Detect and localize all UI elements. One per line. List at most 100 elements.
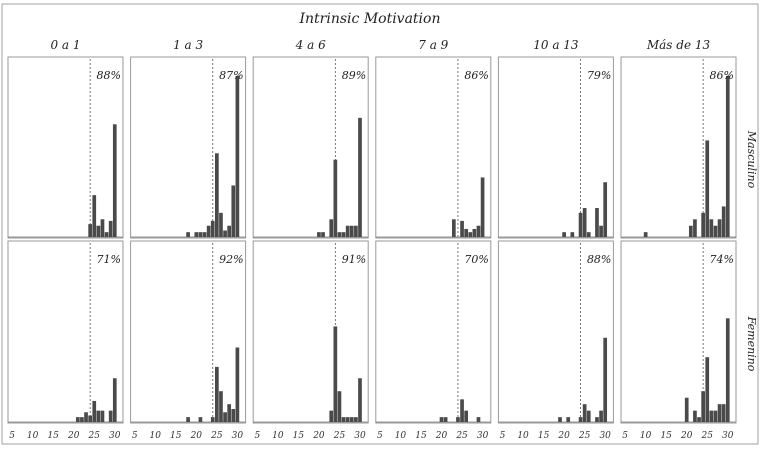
x-tick-label: 20 [312,431,325,441]
x-tick-label: 15 [538,431,550,441]
panel: 71% [7,240,124,424]
percent-label: 86% [710,69,734,82]
x-tick-label: 30 [354,431,366,441]
histogram-bar [84,412,88,422]
histogram-bar [210,220,215,237]
percent-label: 89% [342,69,366,82]
panel: 86% [375,56,492,239]
x-tick-label: 25 [455,431,468,441]
histogram-bar [231,185,236,237]
histogram-bar [443,417,448,422]
histogram-bar [223,230,227,237]
histogram-bar [235,76,240,237]
panel: 91% [252,240,369,424]
histogram-bar [709,219,714,237]
histogram-bar [198,232,203,237]
histogram-bar [586,232,591,237]
panel-frame [252,240,369,424]
histogram-bar [464,410,469,422]
percent-label: 71% [97,253,121,266]
x-tick-label: 20 [67,431,80,441]
histogram-bar [643,232,648,237]
histogram-bar [333,326,338,422]
x-tick-label: 15 [293,431,305,441]
histogram-bar [337,391,342,422]
percent-label: 74% [710,253,734,266]
x-tick-label: 20 [680,431,693,441]
histogram-bar [476,225,481,237]
histogram-bar [439,417,444,422]
panel: 87% [130,56,247,239]
histogram-bar [558,417,562,422]
histogram-bar [235,347,240,422]
histogram-bar [701,212,705,237]
x-tick-label: 25 [333,431,346,441]
x-tick-label: 10 [395,431,407,441]
histogram-bar [321,232,325,237]
histogram-bar [223,412,227,422]
histogram-bar [717,219,722,237]
panel: 74% [620,240,737,424]
x-tick-label: 15 [170,431,182,441]
histogram-bar [705,357,710,422]
panel: 88% [497,240,614,424]
percent-label: 92% [219,253,243,266]
histogram-bar [337,232,342,237]
panel-frame [7,56,124,239]
panel: 88% [7,56,124,239]
percent-label: 87% [219,69,243,82]
histogram-bar [713,225,718,237]
histogram-bar [603,337,608,422]
histogram-bar [566,417,571,422]
histogram-bar [75,417,80,422]
panel-frame [375,56,492,239]
x-axis-ticks: 5 10 15 20 25 30 5 10 15 20 25 30 5 10 15 20 25 30 5 10 15 20… [9,431,734,441]
x-tick-label: 5 [254,431,260,441]
panel-frame [620,240,737,424]
panels: 88% 87% 89% 86% 79% 86% 71% 92% 91% 70% 88% 74% [7,56,737,424]
histogram-bar [80,417,84,422]
panel: 79% [497,56,614,239]
histogram-bar [451,219,456,237]
histogram-bar [713,410,718,422]
histogram-bar [329,219,334,237]
histogram-bar [721,404,726,422]
outer-frame [1,3,759,445]
histogram-bar [206,225,211,237]
histogram-bar [460,220,464,237]
x-tick-label: 30 [599,431,611,441]
histogram-bar [358,117,362,237]
histogram-bar [341,417,346,422]
panel: 70% [375,240,492,424]
panel: 89% [252,56,369,239]
percent-label: 86% [464,69,488,82]
x-tick-label: 20 [435,431,448,441]
histogram-bar [349,417,354,422]
histogram-bar [317,232,321,237]
x-tick-label: 20 [557,431,570,441]
histogram-bar [100,219,105,237]
histogram-bar [96,225,101,237]
panel-frame [497,240,614,424]
row-title: Femenino [745,316,758,372]
histogram-bar [329,410,334,422]
histogram-bar [476,417,481,422]
histogram-bar [354,225,358,237]
histogram-bar [198,417,203,422]
percent-label: 70% [464,253,488,266]
x-tick-label: 25 [210,431,223,441]
histogram-bar [725,76,730,237]
x-tick-label: 30 [477,431,489,441]
x-tick-label: 10 [27,431,39,441]
histogram-bar [194,232,199,237]
histogram-bar [333,159,338,237]
histogram-bar [112,124,117,237]
histogram-bar [210,417,215,422]
histogram-bar [108,220,113,237]
column-title: 7 a 9 [418,38,448,52]
x-tick-label: 30 [232,431,244,441]
histogram-bar [480,177,485,237]
x-tick-label: 15 [47,431,59,441]
histogram-bar [688,225,693,237]
